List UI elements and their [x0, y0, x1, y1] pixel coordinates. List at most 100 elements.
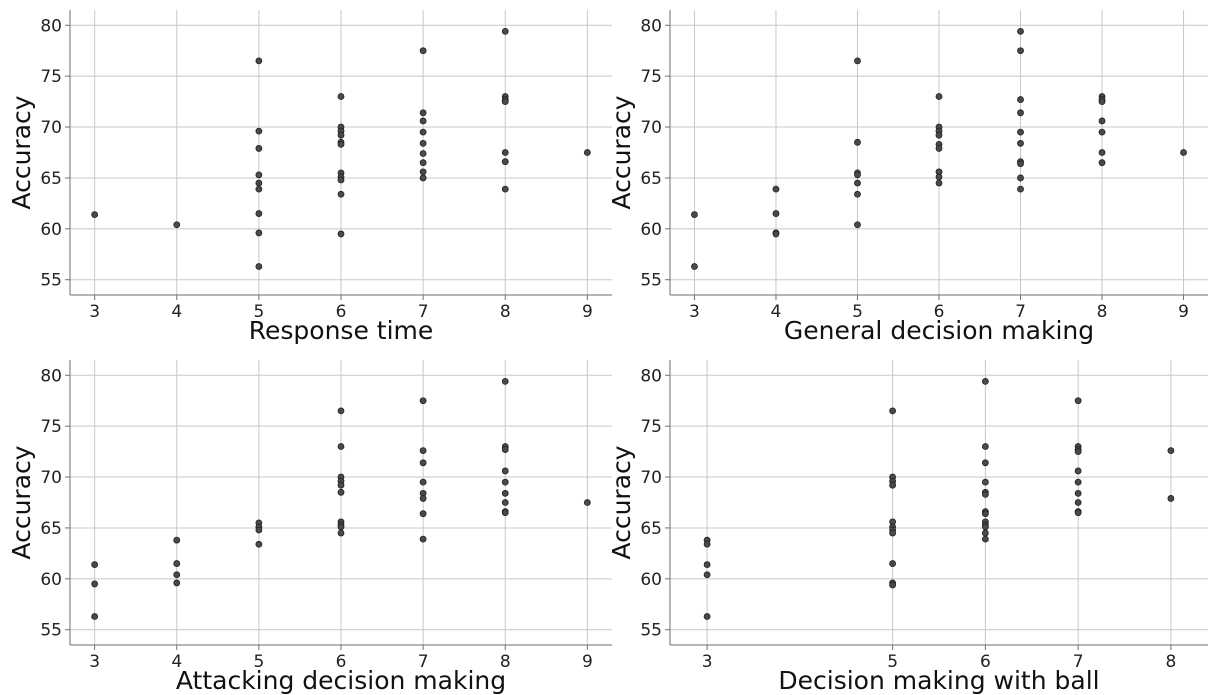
data-point — [501, 98, 509, 106]
data-point — [1017, 27, 1024, 35]
y-tick-label: 65 — [640, 519, 662, 539]
data-point — [255, 127, 263, 135]
data-point — [703, 561, 711, 568]
y-axis-label: Accuracy — [7, 95, 36, 209]
data-point — [1098, 159, 1106, 167]
scatter-panel-4: 3 5 6 7 8 55 60 65 70 75 80 Decision making with ba… — [607, 360, 1208, 695]
data-point — [501, 489, 509, 497]
y-tick-label: 60 — [640, 220, 662, 240]
y-tick-label: 80 — [640, 16, 662, 36]
data-point — [337, 93, 345, 100]
data-point — [501, 499, 509, 506]
data-point — [703, 571, 711, 579]
data-point — [255, 229, 263, 237]
y-tick-label: 65 — [40, 169, 62, 189]
data-point — [419, 128, 427, 136]
data-point — [501, 467, 509, 475]
y-tick-label: 60 — [40, 570, 62, 590]
data-point — [337, 131, 345, 139]
data-point — [703, 540, 711, 548]
y-tick-label: 80 — [40, 16, 62, 36]
data-point — [889, 481, 897, 489]
x-tick-label: 5 — [253, 302, 264, 322]
x-tick-label: 7 — [1073, 652, 1084, 672]
data-point — [501, 446, 509, 453]
x-tick-label: 7 — [418, 652, 429, 672]
data-point — [583, 149, 591, 156]
y-tick-label: 55 — [40, 271, 62, 291]
y-tick-label: 75 — [640, 417, 662, 437]
data-point — [501, 27, 509, 35]
x-axis-label: General decision making — [784, 316, 1094, 345]
data-point — [1017, 174, 1024, 182]
data-point — [255, 179, 263, 187]
y-tick-label: 70 — [40, 468, 62, 488]
y-axis-label: Accuracy — [7, 445, 36, 559]
x-tick-label: 6 — [934, 302, 945, 322]
data-point — [255, 210, 263, 217]
data-point — [501, 478, 509, 486]
data-point — [91, 580, 99, 588]
x-axis-label: Decision making with ball — [778, 666, 1099, 695]
x-tick-label: 3 — [689, 302, 700, 322]
data-point — [501, 185, 509, 193]
data-point — [337, 176, 345, 184]
x-axis-label: Response time — [249, 316, 434, 345]
data-point — [981, 535, 989, 543]
data-point — [1167, 447, 1175, 454]
x-tick-label: 5 — [253, 652, 264, 672]
data-point — [1017, 139, 1024, 147]
data-point — [889, 581, 897, 589]
data-point — [1074, 397, 1082, 405]
data-point — [337, 481, 345, 489]
scatter-panel-3: 3 4 5 6 7 8 9 55 60 65 70 75 80 Attacking decision ma… — [7, 360, 612, 695]
data-point — [419, 535, 427, 543]
data-point — [1180, 149, 1187, 156]
data-point — [854, 138, 861, 146]
data-point — [419, 168, 427, 176]
data-point — [889, 529, 897, 537]
data-point — [935, 173, 943, 181]
y-axis-label: Accuracy — [607, 445, 636, 559]
x-axis-label: Attacking decision making — [176, 666, 506, 695]
data-point — [501, 158, 509, 166]
data-point — [889, 407, 897, 415]
y-tick-label: 75 — [640, 67, 662, 87]
data-point — [981, 459, 989, 467]
data-point — [1017, 109, 1024, 117]
x-tick-label: 3 — [89, 302, 100, 322]
data-point — [1098, 98, 1106, 106]
data-point — [255, 263, 263, 270]
data-point — [91, 211, 99, 218]
data-point — [854, 57, 861, 65]
data-point — [419, 510, 427, 518]
data-point — [255, 540, 263, 548]
x-tick-label: 8 — [500, 302, 511, 322]
data-point — [691, 263, 698, 270]
data-point — [501, 149, 509, 156]
data-point — [854, 221, 861, 229]
y-tick-label: 70 — [640, 468, 662, 488]
data-point — [935, 131, 943, 139]
data-point — [1074, 489, 1082, 497]
x-tick-label: 9 — [582, 652, 593, 672]
data-point — [337, 443, 345, 450]
x-tick-label: 6 — [980, 652, 991, 672]
x-tick-label: 7 — [418, 302, 429, 322]
data-point — [854, 179, 861, 187]
x-tick-label: 8 — [1165, 652, 1176, 672]
data-point — [419, 397, 427, 405]
data-point — [173, 560, 181, 567]
data-point — [1074, 467, 1082, 475]
data-point — [1098, 117, 1106, 125]
data-point — [255, 171, 263, 179]
x-tick-label: 4 — [171, 652, 182, 672]
data-point — [419, 495, 427, 502]
x-tick-label: 9 — [1178, 302, 1189, 322]
data-point — [255, 57, 263, 65]
data-point — [1017, 128, 1024, 136]
data-point — [255, 145, 263, 152]
data-point — [583, 499, 591, 506]
data-point — [1017, 160, 1024, 168]
